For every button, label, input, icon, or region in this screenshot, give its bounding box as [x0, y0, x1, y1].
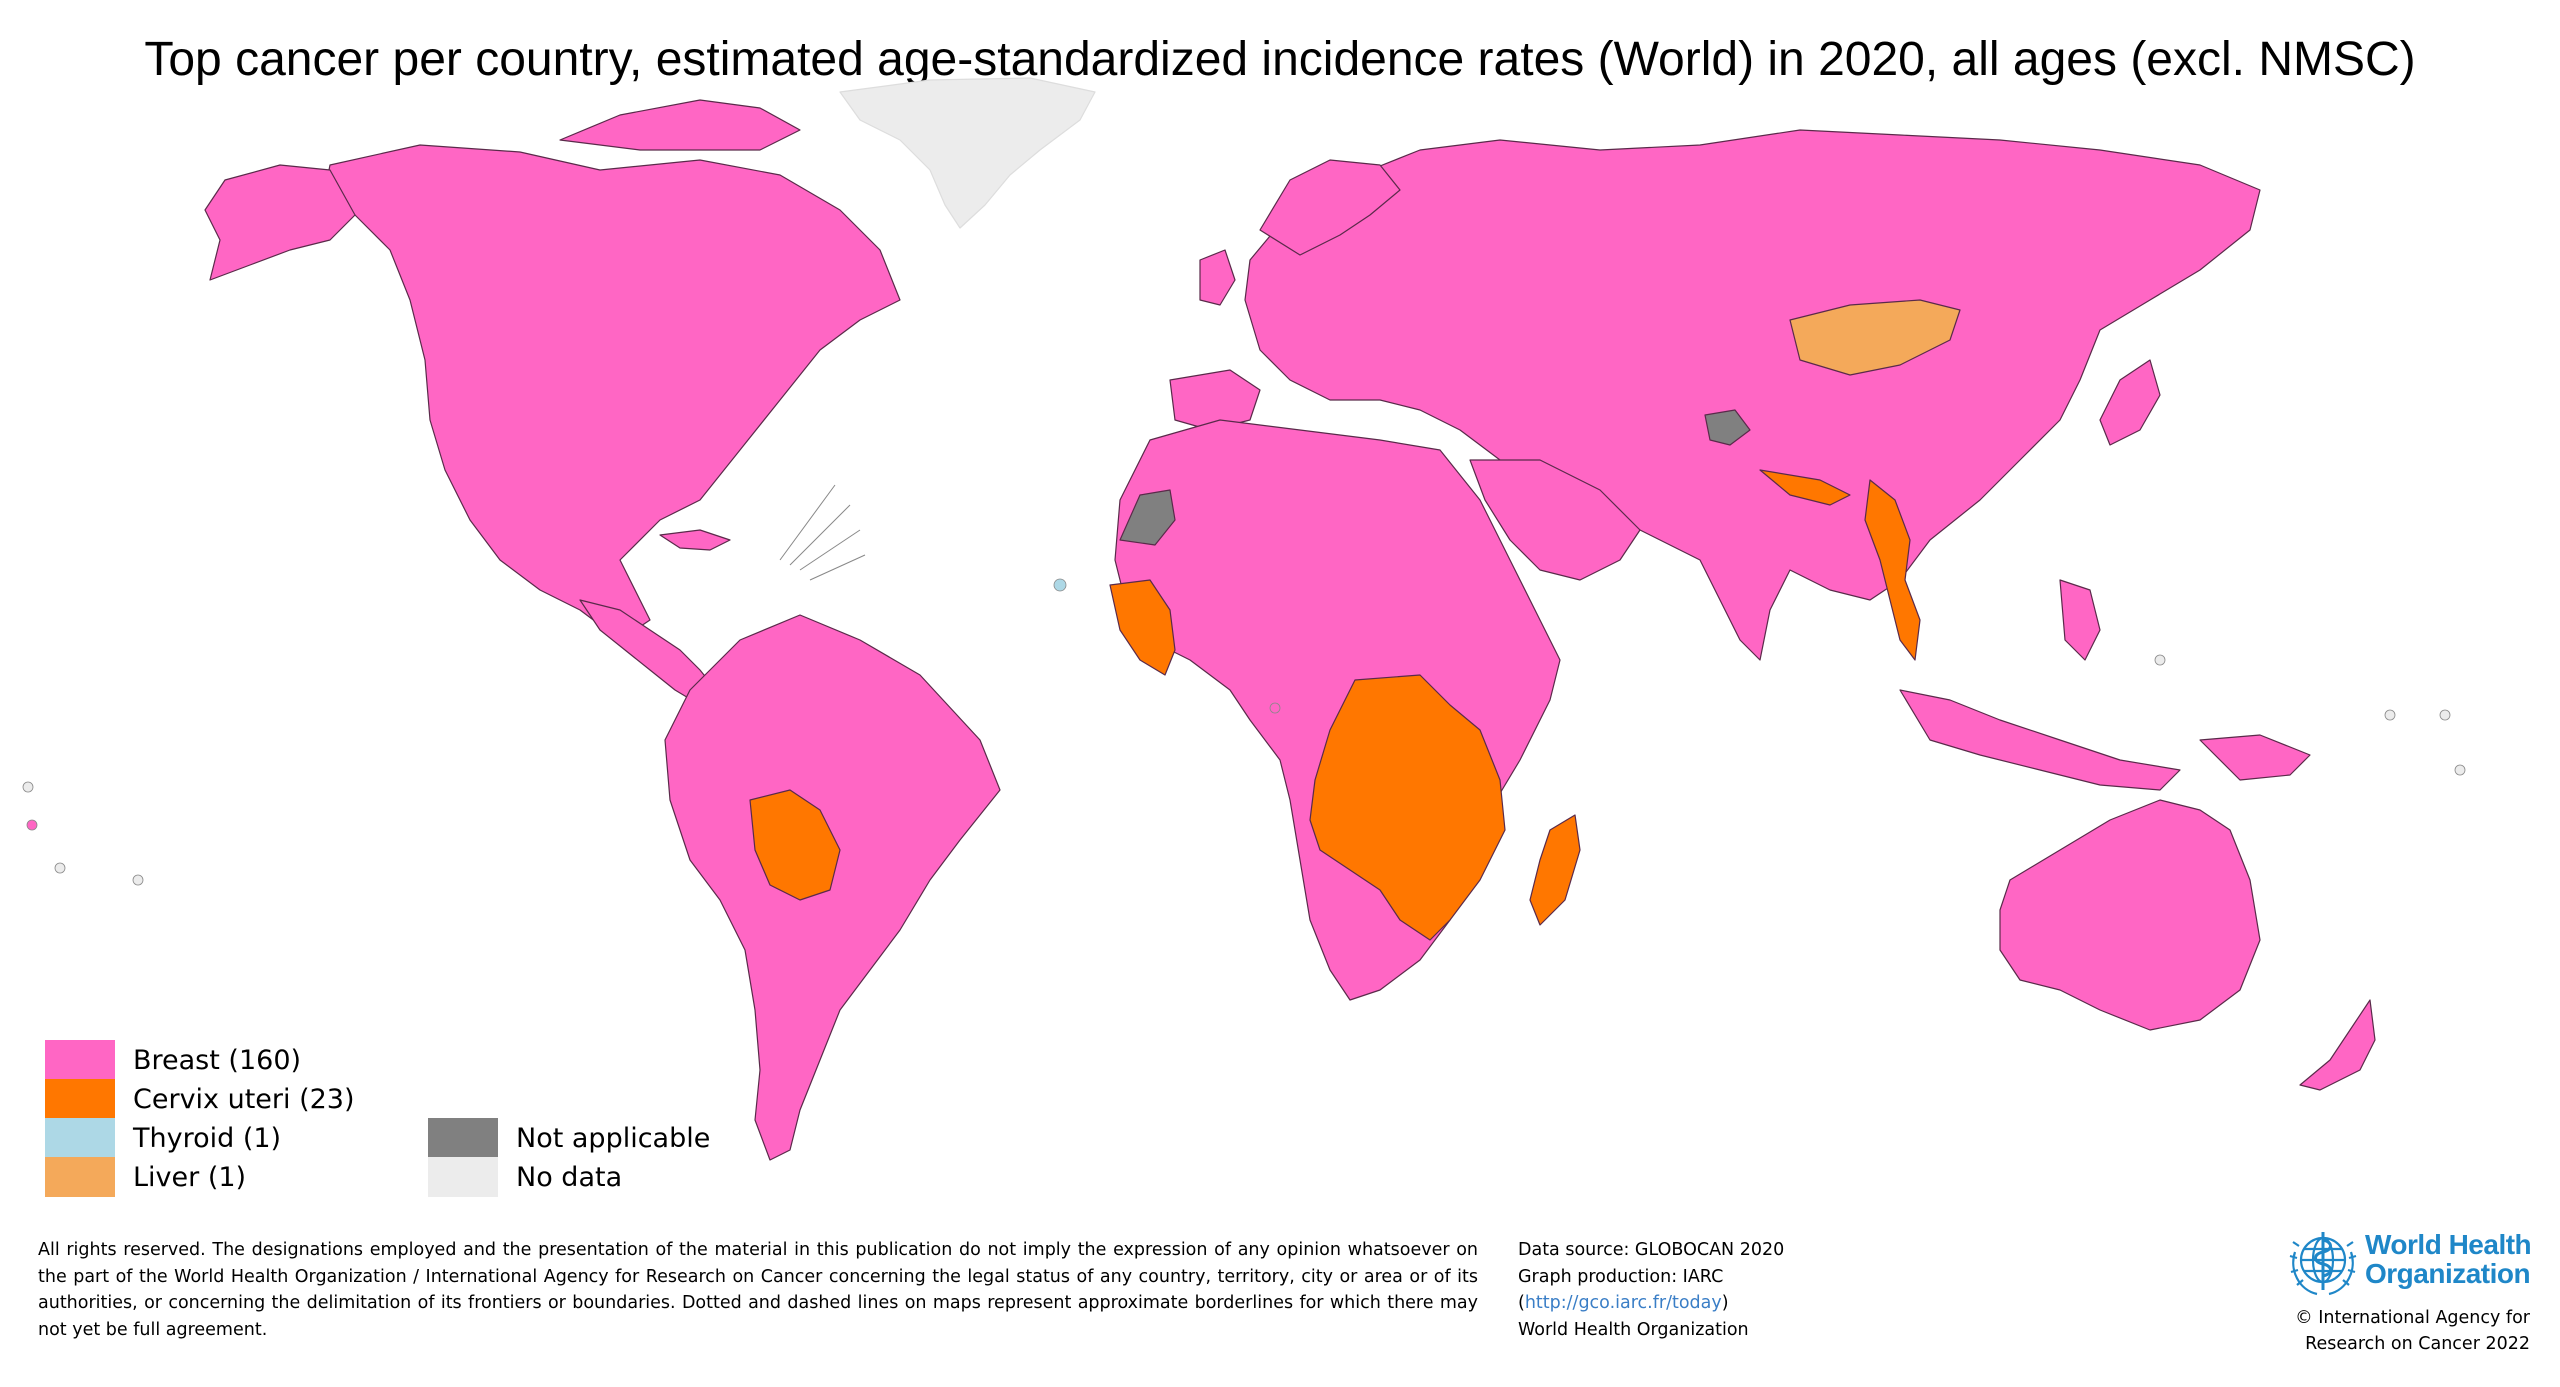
island-dot: [2384, 709, 2396, 721]
scandinavia-region: [1259, 159, 1401, 256]
map-title: Top cancer per country, estimated age-st…: [144, 33, 2416, 86]
island-dot: [1053, 578, 1067, 592]
legend-swatch-breast: [45, 1040, 115, 1080]
who-text-line2: Organization: [2365, 1258, 2531, 1289]
legend-label-liver: Liver (1): [133, 1161, 247, 1193]
alaska-region: [204, 164, 356, 281]
data-source-line: Data source: GLOBOCAN 2020: [1518, 1240, 1785, 1260]
island-dot: [2439, 709, 2451, 721]
open-paren: (: [1518, 1293, 1525, 1313]
legend-item-liver: Liver (1): [45, 1157, 246, 1197]
source-link[interactable]: http://gco.iarc.fr/today: [1524, 1293, 1722, 1313]
myanmar-region: [1864, 479, 1921, 661]
legend-swatch-thyroid: [45, 1118, 115, 1158]
copyright-line2: Research on Cancer 2022: [2305, 1334, 2530, 1354]
japan-region: [2099, 359, 2161, 446]
legend-swatch-no-data: [428, 1157, 498, 1197]
who-emblem-icon: [2289, 1232, 2357, 1296]
island-dot: [1269, 702, 1281, 714]
legend-label-cervix: Cervix uteri (23): [133, 1083, 355, 1115]
source-block: Data source: GLOBOCAN 2020 Graph product…: [1518, 1237, 1784, 1343]
west-africa-cervix-region: [1109, 579, 1176, 676]
philippines-region: [2059, 579, 2101, 661]
graph-production-line: Graph production: IARC: [1518, 1266, 1724, 1287]
new-zealand-region: [2299, 999, 2376, 1091]
close-paren: ): [1721, 1293, 1729, 1313]
south-america-region: [664, 614, 1001, 1161]
copyright-text: © International Agency for Research on C…: [2295, 1305, 2530, 1357]
island-dot: [132, 874, 144, 886]
legend-item-no-data: No data: [428, 1157, 622, 1197]
legend-swatch-not-applicable: [428, 1118, 498, 1158]
new-guinea-region: [2199, 734, 2311, 781]
island-dot: [54, 862, 66, 874]
legend-swatch-cervix: [45, 1079, 115, 1119]
north-america-region: [324, 144, 901, 641]
legend-label-thyroid: Thyroid (1): [133, 1122, 282, 1154]
island-dot: [2154, 654, 2166, 666]
western-sahara-region: [1119, 489, 1176, 546]
copyright-line1: © International Agency for: [2295, 1308, 2530, 1328]
legend-swatch-liver: [45, 1157, 115, 1197]
iberia-region: [1169, 369, 1261, 431]
arabia-region: [1469, 459, 1641, 581]
legend-item-not-applicable: Not applicable: [428, 1118, 710, 1158]
island-dot: [2454, 764, 2466, 776]
legend-label-no-data: No data: [516, 1161, 623, 1193]
who-line: World Health Organization: [1518, 1319, 1749, 1340]
legend-item-breast: Breast (160): [45, 1040, 301, 1080]
nepal-region: [1759, 469, 1851, 506]
madagascar-region: [1529, 814, 1581, 926]
legend-item-thyroid: Thyroid (1): [45, 1118, 281, 1158]
legend-item-cervix: Cervix uteri (23): [45, 1079, 355, 1119]
arctic-islands-region: [559, 99, 801, 151]
eurasia-region: [1244, 129, 2261, 661]
legend-label-breast: Breast (160): [133, 1044, 302, 1076]
source-url-line: (http://gco.iarc.fr/today): [1518, 1290, 1784, 1317]
greenland-region: [839, 77, 1096, 229]
who-text: World Health Organization: [2365, 1229, 2532, 1289]
who-logo: World Health Organization: [2283, 1222, 2543, 1302]
indonesia-region: [1899, 689, 2181, 791]
caribbean-region: [659, 529, 731, 551]
uk-region: [1199, 249, 1236, 306]
who-text-line1: World Health: [2365, 1229, 2532, 1260]
mongolia-region: [1789, 299, 1961, 376]
island-dot: [22, 781, 34, 793]
central-africa-cervix-region: [1309, 674, 1506, 941]
bolivia-region: [749, 789, 841, 901]
kashmir-region: [1704, 409, 1751, 446]
australia-region: [1999, 799, 2261, 1031]
legend-label-not-applicable: Not applicable: [516, 1122, 711, 1154]
disclaimer-text: All rights reserved. The designations em…: [38, 1240, 1478, 1340]
island-dot: [26, 819, 38, 831]
